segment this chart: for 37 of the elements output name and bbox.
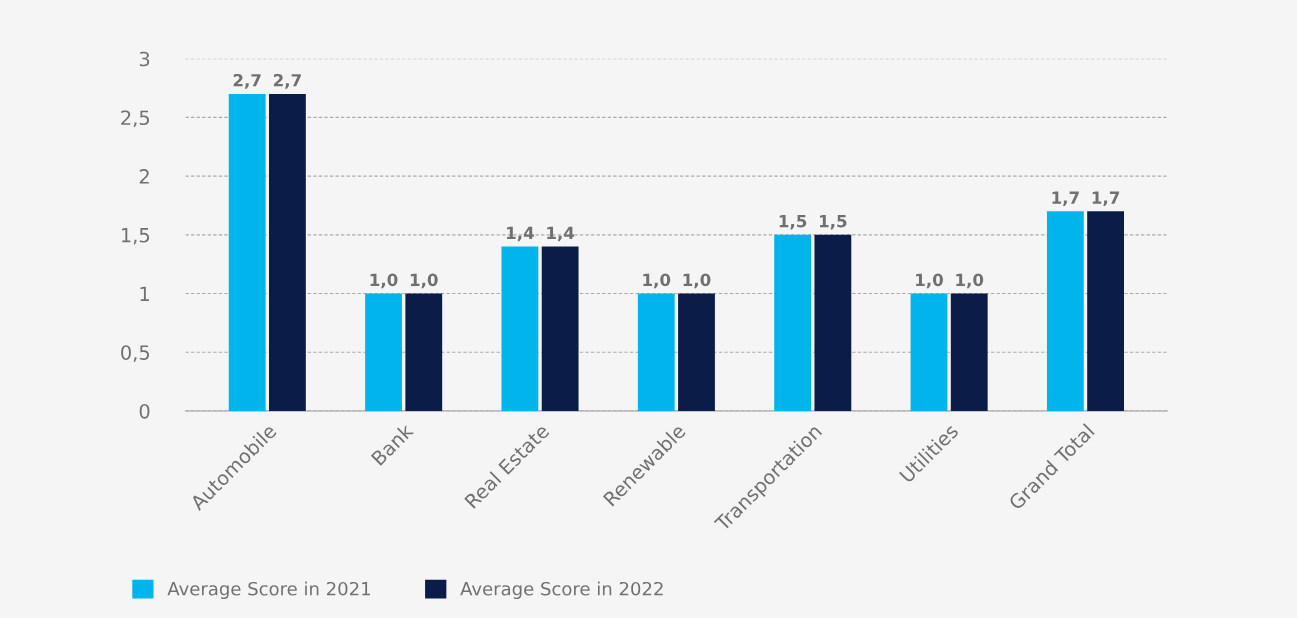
bar [1087, 211, 1124, 411]
bar [1046, 211, 1084, 411]
data-label: 2,7 [273, 73, 301, 89]
data-label: 1,7 [1092, 191, 1120, 207]
y-tick-label: 1,5 [121, 228, 150, 245]
data-label: 1,7 [1052, 191, 1079, 207]
data-label: 1,0 [410, 273, 438, 289]
y-tick-label: 2,5 [121, 110, 150, 128]
data-label: 1,0 [956, 273, 984, 289]
bar [678, 293, 715, 411]
data-label: 1,0 [370, 273, 398, 289]
y-tick-label: 2 [139, 169, 149, 184]
data-label: 1,5 [819, 215, 847, 230]
bar [910, 293, 948, 411]
bar [501, 246, 539, 411]
data-label: 1,0 [643, 273, 671, 289]
y-tick-label: 1 [140, 286, 149, 301]
data-label: 1,5 [779, 215, 807, 230]
bar [774, 234, 812, 411]
data-label: 1,0 [683, 273, 711, 289]
bar [814, 234, 852, 411]
data-label: 1,4 [547, 226, 575, 242]
data-label: 1,0 [916, 273, 943, 289]
y-tick-label: 0,5 [121, 345, 150, 362]
bar [541, 246, 579, 411]
legend-label: Average Score in 2022 [460, 581, 663, 600]
legend-label: Average Score in 2021 [167, 581, 370, 600]
y-tick-label: 0 [139, 403, 150, 419]
data-label: 1,4 [507, 226, 534, 242]
bar [405, 293, 443, 411]
data-label: 2,7 [233, 73, 261, 89]
bar [228, 93, 266, 411]
bar [950, 293, 988, 411]
bar [637, 293, 675, 411]
bar [365, 293, 402, 411]
y-tick-label: 3 [139, 51, 150, 67]
bar [268, 93, 306, 411]
